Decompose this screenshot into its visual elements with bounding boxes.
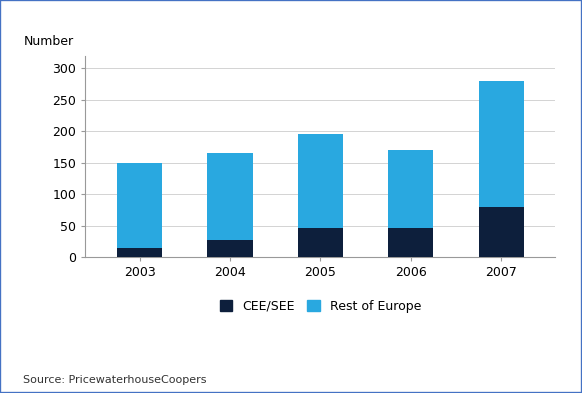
Text: Source: PricewaterhouseCoopers: Source: PricewaterhouseCoopers <box>23 375 207 385</box>
Bar <box>117 248 162 257</box>
Bar <box>117 163 162 248</box>
Bar <box>207 239 253 257</box>
Bar <box>478 207 524 257</box>
Bar <box>478 81 524 207</box>
Bar <box>298 134 343 228</box>
Bar <box>207 153 253 239</box>
Bar <box>298 228 343 257</box>
Legend: CEE/SEE, Rest of Europe: CEE/SEE, Rest of Europe <box>219 299 421 312</box>
Bar <box>388 150 434 228</box>
Text: Number: Number <box>24 35 74 48</box>
Bar <box>388 228 434 257</box>
